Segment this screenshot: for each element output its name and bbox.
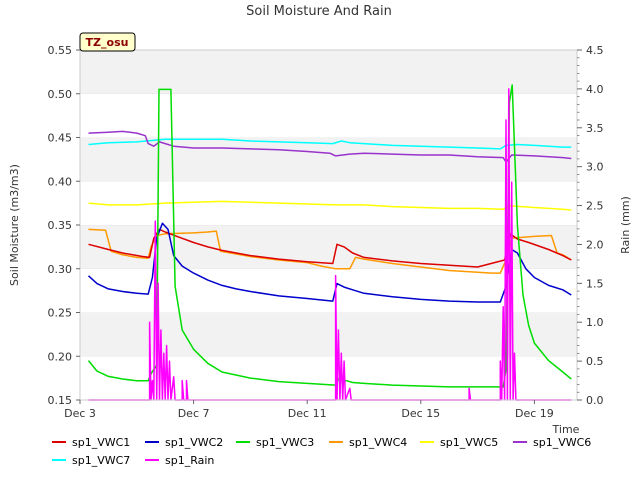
grid-band <box>80 137 577 182</box>
y-right-tick-label: 0.5 <box>586 355 604 368</box>
y-tick-label: 0.35 <box>48 219 73 232</box>
y-tick-label: 0.45 <box>48 132 73 145</box>
legend: sp1_VWC1 sp1_VWC2 sp1_VWC3 sp1_VWC4 sp1_VWC5… <box>52 436 591 467</box>
y-right-tick-label: 3.0 <box>586 161 604 174</box>
y-axis-left: 0.15 0.20 0.25 0.30 0.35 0.40 0.45 0.50 0.55 <box>48 44 80 407</box>
y-tick-label: 0.20 <box>48 350 73 363</box>
legend-item-sp1-vwc3-label: sp1_VWC3 <box>256 436 314 449</box>
series-line-sp1-vwc6 <box>88 130 572 163</box>
grid-band <box>80 50 577 94</box>
legend-item-sp1-vwc4-label: sp1_VWC4 <box>349 436 407 449</box>
y-tick-label: 0.25 <box>48 307 73 320</box>
y-right-tick-label: 0.0 <box>586 394 604 407</box>
y-axis-label: Soil Moisture (m3/m3) <box>8 164 21 286</box>
y-tick-label: 0.30 <box>48 263 73 276</box>
chart-title: Soil Moisture And Rain <box>246 4 392 19</box>
x-tick-label: Dec 15 <box>401 407 440 420</box>
legend-item-sp1-vwc2-label: sp1_VWC2 <box>165 436 223 449</box>
grid-band <box>80 268 577 313</box>
site-badge-text: TZ_osu <box>86 36 129 49</box>
y-axis-right: 0.0 0.5 1.0 1.5 2.0 2.5 3.0 3.5 4.0 4.5 <box>577 44 604 407</box>
legend-item-sp1-rain-label: sp1_Rain <box>165 454 214 467</box>
legend-item-sp1-vwc7-label: sp1_VWC7 <box>72 454 130 467</box>
legend-item-sp1-vwc1-label: sp1_VWC1 <box>72 436 130 449</box>
y-right-tick-label: 4.0 <box>586 83 604 96</box>
x-tick-label: Dec 7 <box>178 407 210 420</box>
x-tick-label: Dec 19 <box>515 407 554 420</box>
y-right-tick-label: 4.5 <box>586 44 604 57</box>
series-layer <box>87 84 572 401</box>
y-tick-label: 0.55 <box>48 44 73 57</box>
grid-bands <box>80 49 577 400</box>
grid-band <box>80 312 577 357</box>
series-line-sp1-vwc1 <box>88 228 572 268</box>
series-line-sp1-rain <box>88 88 572 401</box>
grid-band <box>80 225 577 269</box>
y-tick-label: 0.40 <box>48 175 73 188</box>
y-axis-right-label: Rain (mm) <box>619 196 632 254</box>
y-right-tick-label: 2.5 <box>586 200 604 213</box>
x-axis: Dec 3 Dec 7 Dec 11 Dec 15 Dec 19 <box>64 400 554 420</box>
site-badge-box <box>79 32 136 52</box>
legend-item-sp1-vwc5-label: sp1_VWC5 <box>440 436 498 449</box>
site-badge: TZ_osu <box>79 32 136 52</box>
legend-item-sp1-vwc6-label: sp1_VWC6 <box>533 436 591 449</box>
y-tick-label: 0.50 <box>48 88 73 101</box>
y-right-tick-label: 1.5 <box>586 277 604 290</box>
x-axis-label: Time <box>552 423 580 436</box>
grid-band <box>80 93 577 138</box>
y-tick-label: 0.15 <box>48 394 73 407</box>
y-right-tick-label: 1.0 <box>586 316 604 329</box>
y-right-tick-label: 3.5 <box>586 122 604 135</box>
y-right-tick-label: 2.0 <box>586 238 604 251</box>
x-tick-label: Dec 11 <box>288 407 327 420</box>
x-tick-label: Dec 3 <box>64 407 96 420</box>
